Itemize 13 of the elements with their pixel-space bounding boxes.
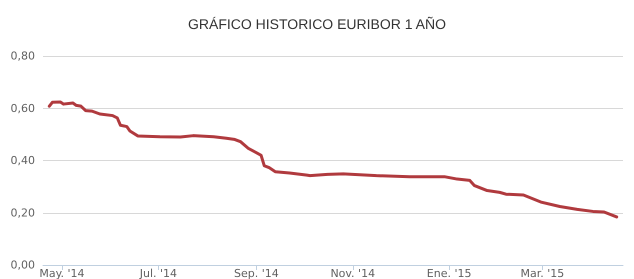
line-series — [48, 100, 618, 218]
y-tick-label: 0,20 — [10, 206, 35, 220]
x-tick-label: Mar. '15 — [520, 267, 564, 279]
y-tick-label: 0,40 — [10, 154, 35, 167]
x-tick-label: Jul. '14 — [138, 267, 178, 279]
x-tick-label: May. '14 — [39, 267, 85, 279]
chart-title: GRÁFICO HISTORICO EURIBOR 1 AÑO — [188, 16, 446, 32]
y-tick-label: 0,60 — [10, 102, 35, 115]
x-tick-label: Ene. '15 — [426, 267, 472, 279]
x-tick-label: Nov. '14 — [330, 267, 376, 279]
y-tick-label: 0,80 — [10, 50, 35, 62]
x-tick-label: Sep. '14 — [234, 267, 279, 279]
y-tick-label: 0,00 — [10, 258, 35, 272]
